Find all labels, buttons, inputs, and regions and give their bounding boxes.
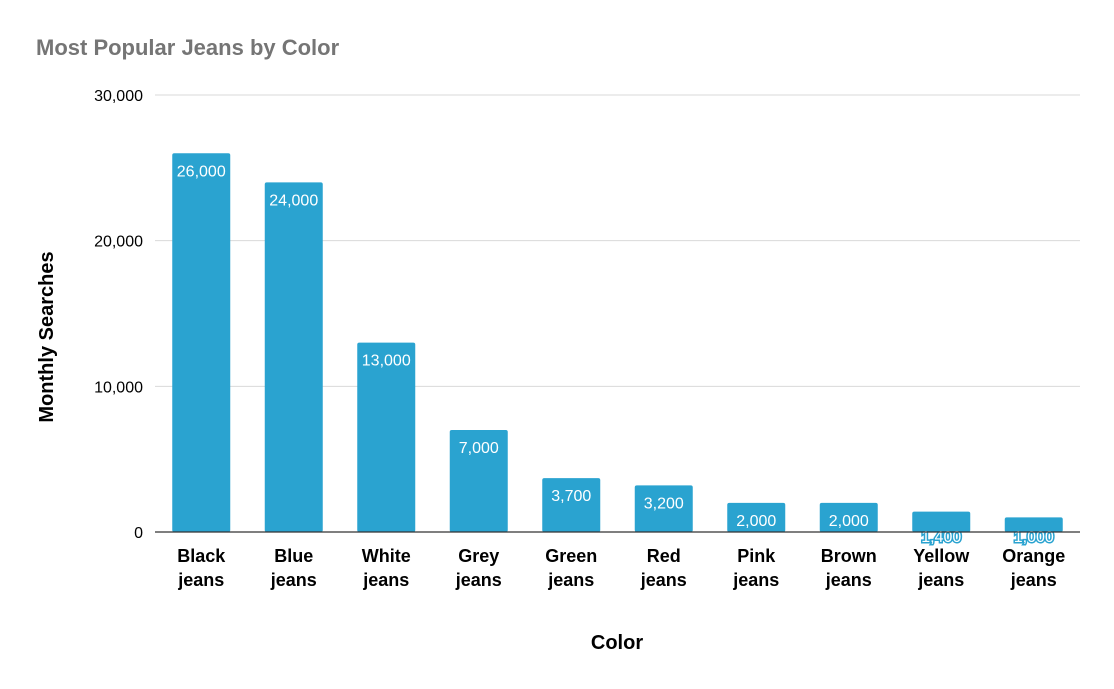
- y-tick-label: 0: [134, 525, 143, 542]
- bar: [357, 342, 416, 532]
- bars: [172, 153, 1063, 532]
- x-tick-label: Green jeans: [545, 546, 597, 590]
- y-tick-label: 30,000: [94, 88, 143, 105]
- data-label: 7,000: [459, 440, 499, 457]
- y-axis-ticks: 0 10,000 20,000 30,000: [94, 88, 143, 542]
- chart-title: Most Popular Jeans by Color: [36, 35, 340, 60]
- x-tick-label: Brown jeans: [821, 546, 877, 590]
- data-label: 24,000: [269, 192, 318, 209]
- data-label: 2,000: [829, 513, 869, 530]
- data-label: 2,000: [736, 513, 776, 530]
- x-tick-label: Blue jeans: [270, 546, 317, 590]
- data-label: 13,000: [362, 353, 411, 370]
- y-tick-label: 20,000: [94, 234, 143, 251]
- bar: [449, 430, 508, 532]
- data-label: 3,700: [551, 488, 591, 505]
- bar: [727, 502, 786, 532]
- bar: [542, 478, 601, 532]
- x-tick-label: White jeans: [362, 546, 411, 590]
- y-tick-label: 10,000: [94, 379, 143, 396]
- bar: [1004, 517, 1063, 532]
- bar: [634, 485, 693, 532]
- y-axis-title: Monthly Searches: [36, 251, 58, 422]
- bar: [819, 502, 878, 532]
- x-tick-label: Pink jeans: [732, 546, 779, 590]
- x-axis-ticks: Black jeans Blue jeans White jeans Grey jeans Gr…: [177, 546, 1065, 590]
- bar: [172, 153, 231, 532]
- x-axis-title: Color: [591, 632, 643, 654]
- x-tick-label: Grey jeans: [455, 546, 502, 590]
- data-label: 3,200: [644, 495, 684, 512]
- x-tick-label: Red jeans: [640, 546, 687, 590]
- x-tick-label: Black jeans: [177, 546, 226, 590]
- bar: [264, 182, 323, 532]
- x-tick-label: Yellow jeans: [913, 546, 970, 590]
- bar: [912, 511, 971, 532]
- x-tick-label: Orange jeans: [1002, 546, 1065, 590]
- data-label: 26,000: [177, 163, 226, 180]
